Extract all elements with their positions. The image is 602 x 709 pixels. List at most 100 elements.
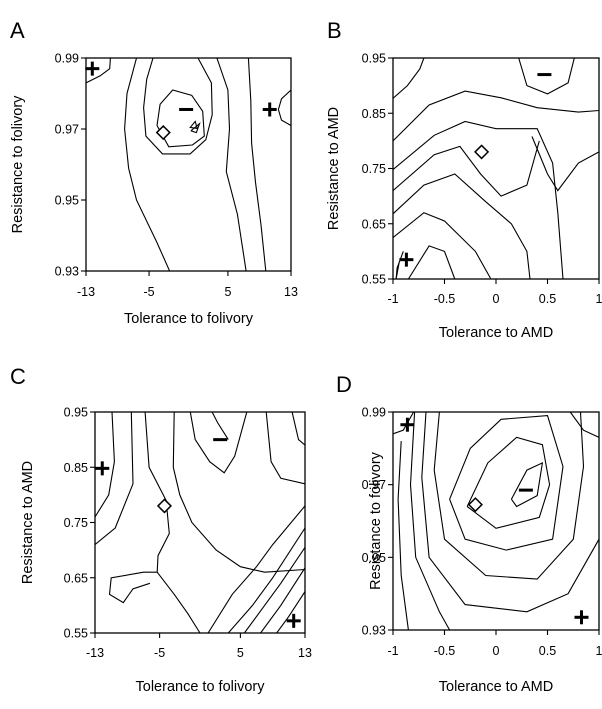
contour-lines-b <box>393 58 599 279</box>
y-tick-label: 0.95 <box>362 52 386 66</box>
contour-line <box>466 436 551 529</box>
diamond-marker <box>467 497 483 513</box>
contour-line <box>393 58 425 99</box>
contour-lines-d <box>393 412 599 630</box>
contour-line <box>247 58 267 271</box>
panel-letter-a: A <box>10 18 25 43</box>
plus-marker <box>399 252 414 267</box>
contour-line <box>108 412 170 604</box>
diamond-marker <box>156 498 173 514</box>
plus-marker <box>262 102 277 117</box>
plot-frame-a <box>85 57 292 272</box>
contour-line <box>260 567 305 633</box>
contour-line <box>86 58 111 84</box>
y-axis-label: Resistance to folivory <box>368 451 384 590</box>
x-axis-label: Tolerance to AMD <box>439 679 553 695</box>
contour-line <box>277 89 291 126</box>
contour-line <box>243 547 305 633</box>
y-tick-label: 0.85 <box>362 107 386 121</box>
contour-line <box>395 251 404 279</box>
contour-line <box>393 90 599 142</box>
contour-line <box>421 412 599 613</box>
contour-line <box>531 136 599 192</box>
contour-line <box>393 140 540 197</box>
y-axis-label: Resistance to AMD <box>326 107 342 230</box>
contour-line <box>569 412 599 438</box>
x-tick-label: 0.5 <box>539 644 556 658</box>
contour-line <box>172 412 305 573</box>
y-tick-label: 0.65 <box>362 217 386 231</box>
contour-line <box>95 412 115 518</box>
plus-marker <box>95 461 110 476</box>
contour-line <box>276 591 305 633</box>
panel-letter-c: C <box>10 364 26 389</box>
x-axis-label: Tolerance to AMD <box>439 325 553 341</box>
x-tick-label: 1 <box>596 644 602 658</box>
x-tick-label: -1 <box>387 292 398 306</box>
y-tick-label: 0.55 <box>362 273 386 287</box>
panel-c: -13 -5 5 13 0.55 0.65 0.75 0.85 0.95 Tolerance to… <box>20 406 312 696</box>
y-tick-label: 0.55 <box>64 627 88 641</box>
x-tick-label: 13 <box>298 646 312 660</box>
contour-line <box>397 441 409 630</box>
x-tick-label: 0.5 <box>539 292 556 306</box>
plot-frame-b <box>392 57 600 280</box>
x-tick-label: 13 <box>284 285 298 299</box>
y-axis-label: Resistance to folivory <box>10 95 26 234</box>
y-tick-label: 0.65 <box>64 571 88 585</box>
x-axis-label: Tolerance to folivory <box>124 311 254 327</box>
contour-line <box>449 415 564 551</box>
contour-line <box>518 58 575 95</box>
plus-marker <box>400 417 415 432</box>
panel-a: -13 -5 5 13 0.93 0.95 0.97 0.99 Tolerance to fol… <box>10 52 298 328</box>
contour-line <box>393 412 415 435</box>
contour-line <box>95 412 134 546</box>
y-tick-label: 0.97 <box>362 478 386 492</box>
diamond-marker <box>474 144 490 160</box>
x-tick-label: -0.5 <box>434 292 456 306</box>
x-tick-label: -5 <box>144 285 155 299</box>
contour-line <box>189 412 248 474</box>
contour-line <box>227 527 305 633</box>
panel-letter-d: D <box>336 372 352 397</box>
y-tick-label: 0.95 <box>362 551 386 565</box>
x-tick-label: -0.5 <box>434 644 456 658</box>
contour-line <box>124 58 171 271</box>
y-tick-label: 0.95 <box>64 406 88 420</box>
x-tick-label: -13 <box>77 285 95 299</box>
contour-line <box>433 412 585 580</box>
contour-line <box>510 461 544 508</box>
x-tick-label: -5 <box>154 646 165 660</box>
plus-marker <box>286 613 301 628</box>
plus-marker <box>85 61 100 76</box>
contour-line <box>265 412 305 485</box>
y-tick-label: 0.99 <box>362 406 386 420</box>
x-tick-label: 5 <box>237 646 244 660</box>
x-tick-label: -13 <box>86 646 104 660</box>
plot-frame-c <box>94 411 306 634</box>
contour-line <box>216 58 247 271</box>
panel-b: -1 -0.5 0 0.5 1 0.55 0.65 0.75 0.85 0.95 Tolerance… <box>326 52 602 342</box>
contour-line <box>393 212 492 279</box>
contour-line <box>291 412 305 446</box>
y-tick-label: 0.93 <box>362 624 386 638</box>
contour-line <box>393 173 531 279</box>
y-tick-label: 0.75 <box>362 162 386 176</box>
contour-line <box>143 58 213 155</box>
contour-line <box>393 120 564 279</box>
y-tick-label: 0.85 <box>64 461 88 475</box>
contour-line <box>207 505 305 633</box>
diamond-marker <box>155 124 171 141</box>
contour-line <box>156 571 201 633</box>
y-tick-label: 0.97 <box>55 123 79 137</box>
contour-lines-c <box>95 412 305 633</box>
panel-letter-b: B <box>327 18 342 43</box>
x-tick-label: 1 <box>596 292 602 306</box>
y-axis-label: Resistance to AMD <box>20 461 36 584</box>
x-tick-label: 5 <box>224 285 231 299</box>
contour-line <box>190 122 201 134</box>
x-tick-label: -1 <box>387 644 398 658</box>
triangle-marker <box>189 120 198 130</box>
contour-line <box>409 412 451 630</box>
y-tick-label: 0.99 <box>55 52 79 66</box>
